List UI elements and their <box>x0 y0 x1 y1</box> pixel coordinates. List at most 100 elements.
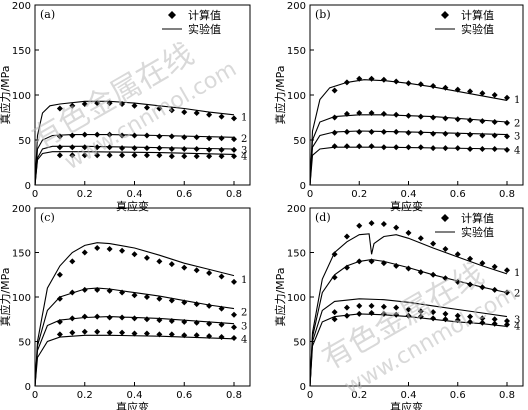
calculated-point-3 <box>467 131 474 138</box>
calculated-point-1 <box>181 264 188 271</box>
calculated-point-4 <box>405 312 412 319</box>
calculated-point-2 <box>405 112 412 119</box>
x-tick-label: 0.8 <box>499 390 515 401</box>
calculated-point-1 <box>504 94 510 101</box>
calculated-point-1 <box>94 100 101 107</box>
calculated-point-3 <box>417 129 424 136</box>
calculated-point-2 <box>119 132 126 139</box>
x-tick-label: 0.8 <box>226 189 242 200</box>
calculated-point-4 <box>368 143 375 150</box>
calculated-point-2 <box>218 305 225 312</box>
y-tick-label: 50 <box>293 136 306 147</box>
calculated-point-2 <box>380 260 387 267</box>
calculated-point-3 <box>181 318 188 325</box>
x-tick-label: 0.2 <box>351 390 367 401</box>
y-tick-label: 0 <box>300 382 306 393</box>
calculated-point-2 <box>491 286 498 293</box>
x-tick-label: 0 <box>307 189 313 200</box>
calculated-point-2 <box>356 258 363 265</box>
x-tick-label: 0 <box>32 390 38 401</box>
calculated-point-1 <box>405 80 412 87</box>
x-tick-label: 0.2 <box>77 189 93 200</box>
calculated-point-4 <box>119 152 126 159</box>
calculated-point-1 <box>393 78 400 85</box>
calculated-point-1 <box>106 245 113 252</box>
calculated-point-2 <box>181 299 188 306</box>
calculated-point-4 <box>331 316 338 323</box>
calculated-point-1 <box>430 83 437 89</box>
calculated-point-1 <box>393 224 400 231</box>
x-tick-label: 0.6 <box>450 189 466 200</box>
calculated-point-1 <box>81 101 88 107</box>
y-tick-label: 100 <box>287 91 306 102</box>
calculated-point-3 <box>119 145 126 152</box>
calculated-point-2 <box>106 287 113 294</box>
calculated-point-2 <box>69 289 76 296</box>
calculated-point-4 <box>491 320 498 327</box>
calculated-point-4 <box>206 333 213 340</box>
calculated-point-3 <box>454 312 461 319</box>
curve-number-label: 1 <box>514 95 520 106</box>
calculated-point-1 <box>156 258 163 265</box>
calculated-point-2 <box>156 295 163 302</box>
calculated-point-2 <box>81 131 88 138</box>
calculated-point-4 <box>405 144 412 151</box>
calculated-point-3 <box>143 145 150 152</box>
calculated-point-4 <box>393 144 400 151</box>
calculated-point-1 <box>368 75 375 82</box>
calculated-point-3 <box>393 304 400 311</box>
calculated-point-2 <box>343 264 350 271</box>
legend-marker-calculated <box>441 214 449 222</box>
calculated-point-2 <box>454 116 461 123</box>
calculated-point-2 <box>56 295 63 302</box>
x-axis-label: 真应变 <box>390 199 423 213</box>
calculated-point-2 <box>168 297 175 304</box>
calculated-point-2 <box>143 132 150 139</box>
calculated-point-4 <box>417 313 424 320</box>
legend-marker-calculated <box>168 11 176 19</box>
experimental-curve-1 <box>309 233 508 387</box>
calculated-point-4 <box>343 143 350 150</box>
panel-label: (d) <box>315 211 331 224</box>
calculated-point-1 <box>218 273 225 280</box>
calculated-point-1 <box>106 100 113 107</box>
calculated-point-2 <box>467 117 474 124</box>
calculated-point-3 <box>331 309 338 316</box>
curve-number-label: 3 <box>514 315 520 326</box>
calculated-point-2 <box>491 119 498 125</box>
calculated-point-4 <box>81 328 88 335</box>
calculated-point-2 <box>131 132 138 139</box>
calculated-point-3 <box>231 324 237 331</box>
calculated-point-4 <box>94 328 101 335</box>
calculated-point-3 <box>106 144 113 151</box>
calculated-point-2 <box>479 284 486 291</box>
legend-label-calculated: 计算值 <box>461 8 494 22</box>
calculated-point-3 <box>479 315 486 322</box>
calculated-point-1 <box>343 79 350 86</box>
y-tick-label: 100 <box>287 293 306 304</box>
curve-number-label: 4 <box>241 334 247 345</box>
calculated-point-3 <box>168 318 175 325</box>
calculated-point-2 <box>143 294 150 300</box>
calculated-point-1 <box>81 249 88 256</box>
calculated-point-1 <box>69 258 76 265</box>
experimental-curve-1 <box>309 79 508 186</box>
calculated-point-3 <box>467 313 474 320</box>
curve-number-label: 2 <box>514 289 520 300</box>
calculated-point-4 <box>69 152 76 159</box>
calculated-point-4 <box>504 321 510 328</box>
calculated-point-2 <box>106 131 113 138</box>
calculated-point-3 <box>143 316 150 323</box>
curve-number-label: 4 <box>241 151 247 162</box>
legend-label-experimental: 实验值 <box>188 22 221 36</box>
calculated-point-2 <box>393 262 400 269</box>
calculated-point-1 <box>56 271 63 278</box>
y-tick-label: 100 <box>12 91 31 102</box>
x-tick-label: 0.4 <box>401 189 417 200</box>
x-axis-label: 真应变 <box>116 400 149 410</box>
calculated-point-3 <box>94 144 101 151</box>
x-axis-label: 真应变 <box>116 199 149 213</box>
curve-number-label: 3 <box>514 132 520 143</box>
panel-label: (c) <box>40 211 55 224</box>
calculated-point-1 <box>156 105 163 112</box>
